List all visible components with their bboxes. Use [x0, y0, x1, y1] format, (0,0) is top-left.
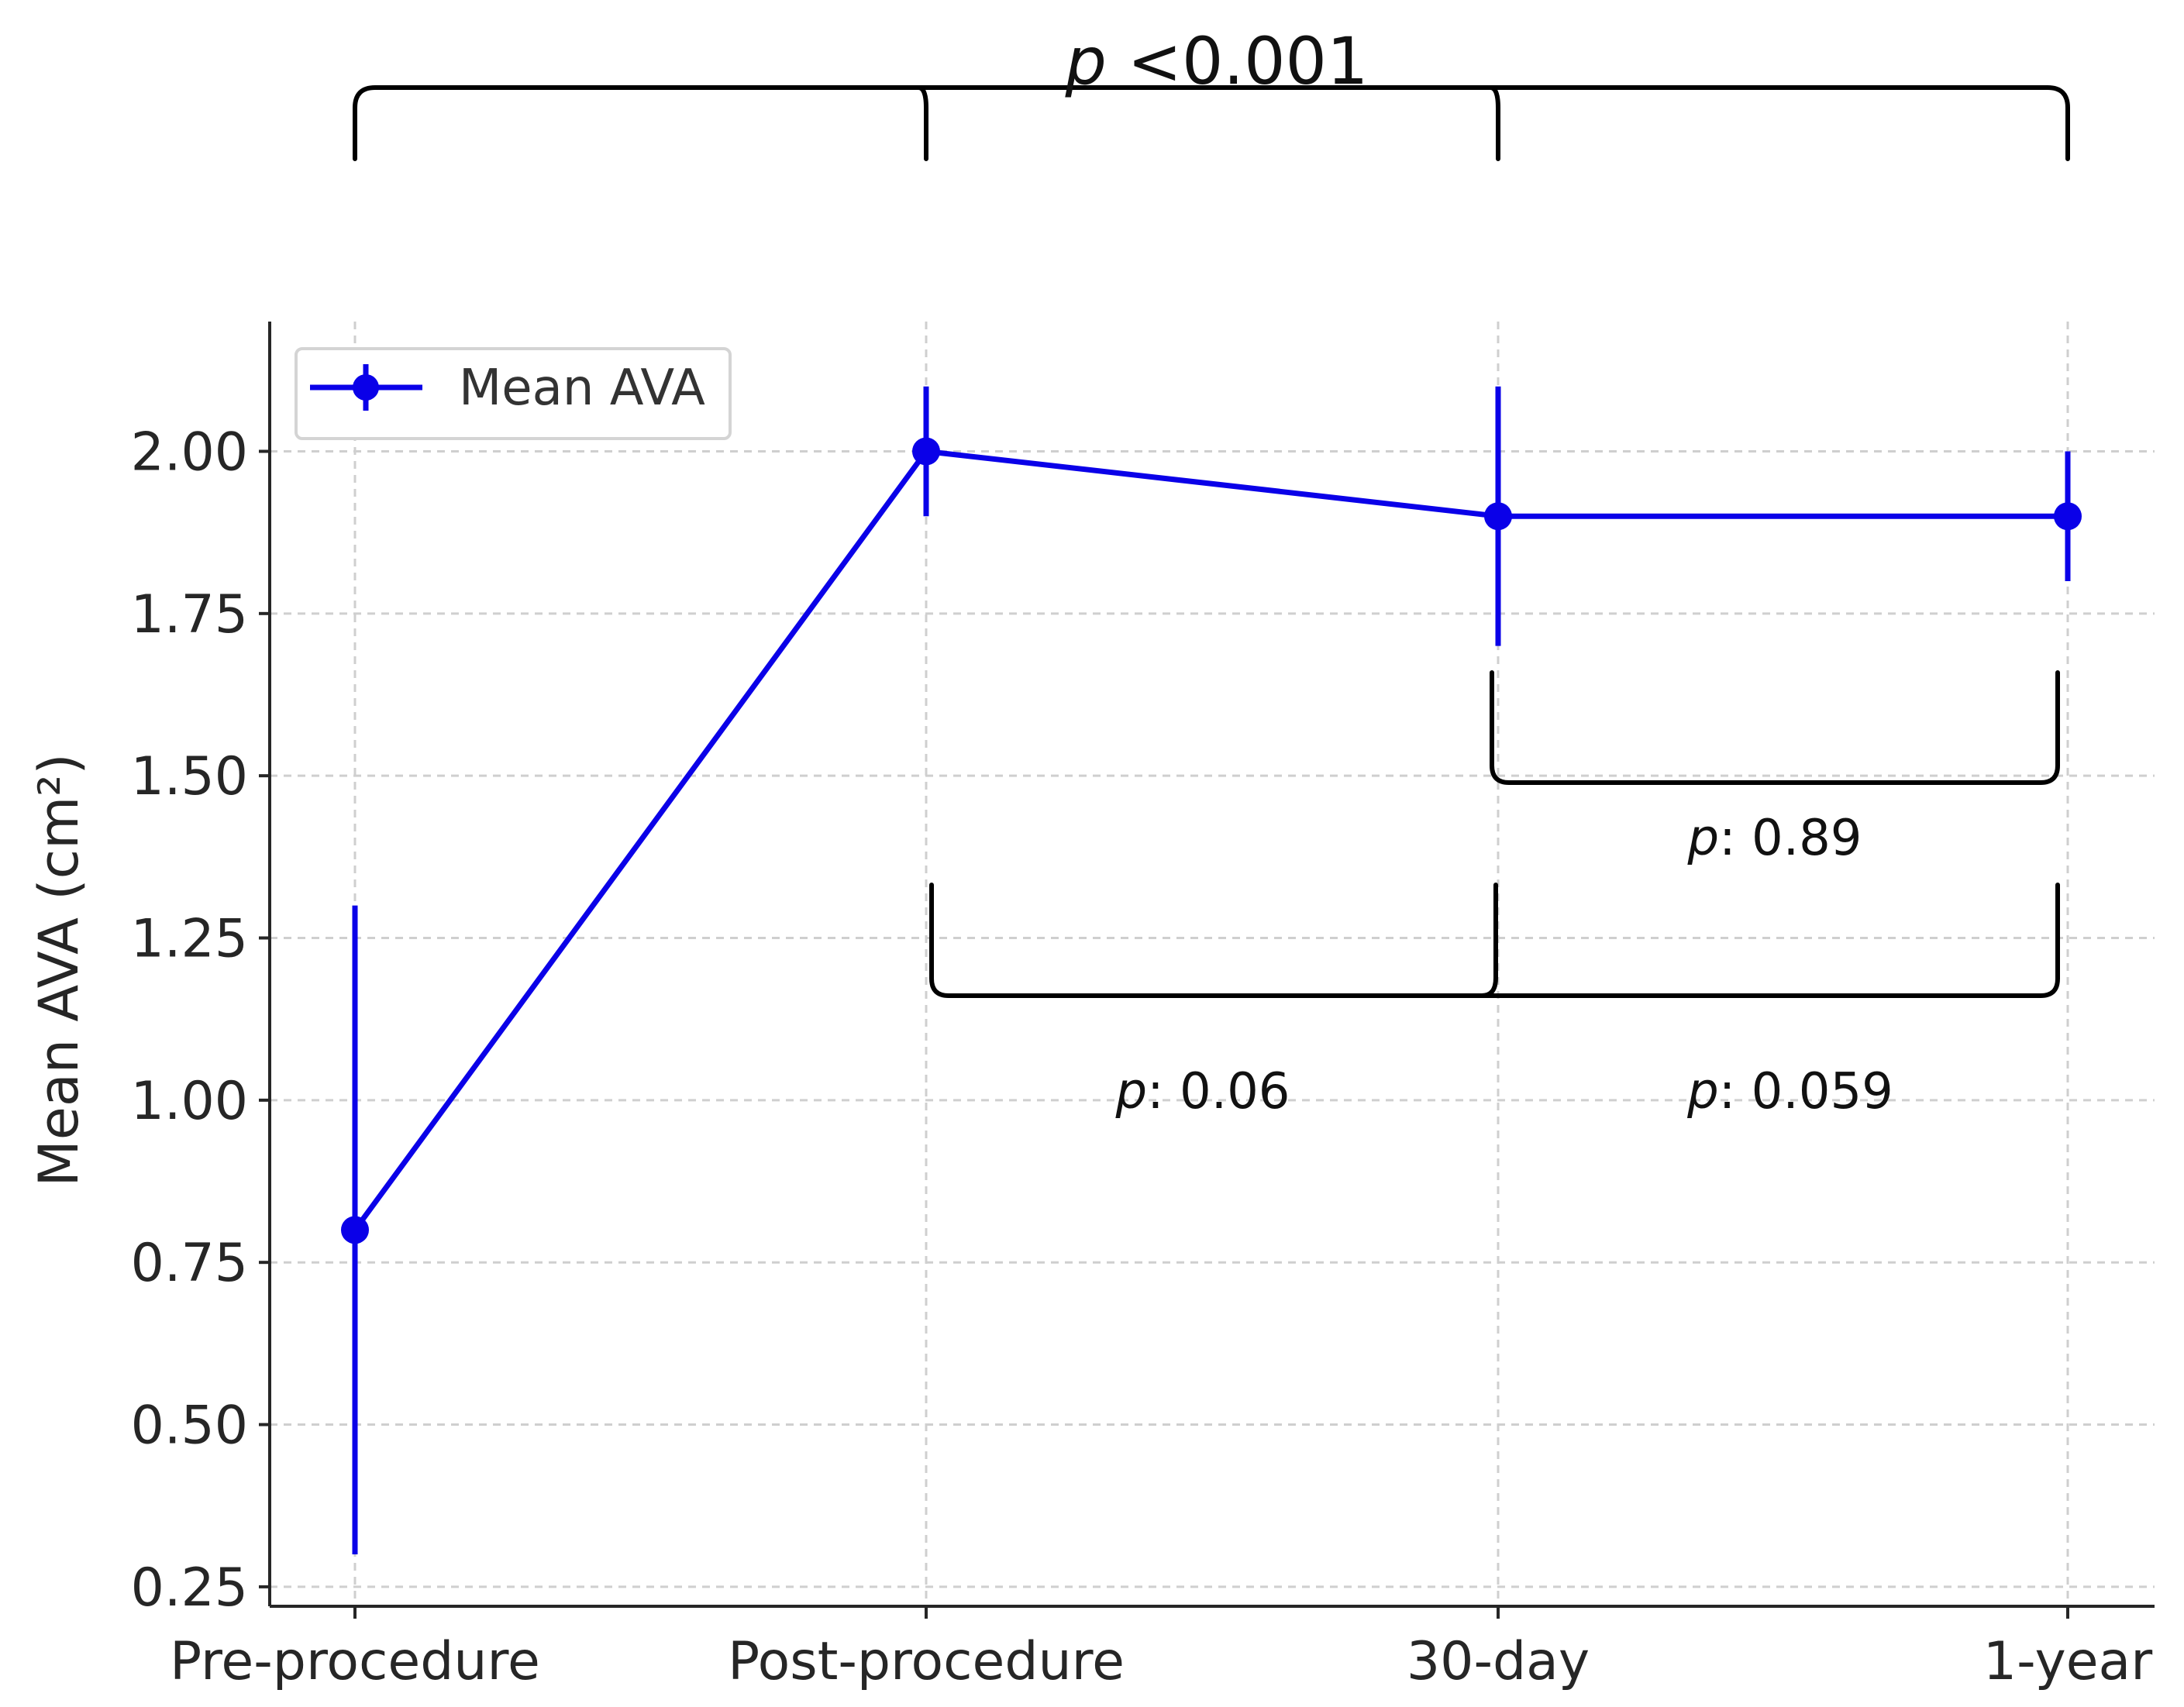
legend-point-marker — [353, 374, 379, 401]
y-tick-label: 1.50 — [131, 746, 248, 807]
x-tick-label: Post-procedure — [728, 1631, 1125, 1692]
y-tick-label: 0.75 — [131, 1233, 248, 1294]
y-tick-label: 2.00 — [131, 422, 248, 483]
overall-bracket — [353, 85, 2070, 161]
axes — [259, 322, 2155, 1619]
grid-lines — [270, 322, 2155, 1606]
x-tick-label: 30-day — [1407, 1631, 1590, 1692]
data-point — [1484, 502, 1512, 531]
tick-labels: 0.25 0.50 0.75 1.00 1.25 1.50 1.75 2.00 Pre-proc… — [131, 422, 2153, 1692]
bracket-30day-1year — [1490, 670, 2060, 785]
data-point — [912, 437, 940, 466]
bracket-post-1year — [929, 883, 2060, 998]
series-line — [353, 448, 2068, 1232]
overall-bracket-leg — [1488, 85, 1500, 161]
overall-bracket-leg — [916, 85, 928, 161]
p-label-30day-1year: p: 0.89 — [1686, 810, 1862, 867]
legend-entry-mean-ava: Mean AVA — [459, 360, 705, 417]
bracket-post-30day-leg — [1480, 883, 1498, 998]
data-point — [2054, 502, 2082, 531]
x-tick-label: 1-year — [1983, 1631, 2152, 1692]
overall-p-label: p <0.001 — [1065, 23, 1369, 99]
p-label-post-1year: p: 0.059 — [1686, 1063, 1893, 1120]
significance-brackets — [353, 85, 2070, 998]
y-tick-label: 0.25 — [131, 1557, 248, 1619]
y-axis-title: Mean AVA (cm²) — [27, 753, 91, 1186]
y-tick-label: 1.75 — [131, 584, 248, 645]
data-point — [341, 1216, 369, 1244]
series-mean-ava — [341, 386, 2082, 1555]
y-tick-label: 0.50 — [131, 1396, 248, 1457]
legend-box — [295, 347, 732, 440]
y-tick-label: 1.00 — [131, 1071, 248, 1132]
p-label-post-30day: p: 0.06 — [1114, 1063, 1290, 1120]
x-tick-label: Pre-procedure — [170, 1631, 540, 1692]
legend: Mean AVA — [295, 347, 732, 440]
y-tick-label: 1.25 — [131, 909, 248, 970]
